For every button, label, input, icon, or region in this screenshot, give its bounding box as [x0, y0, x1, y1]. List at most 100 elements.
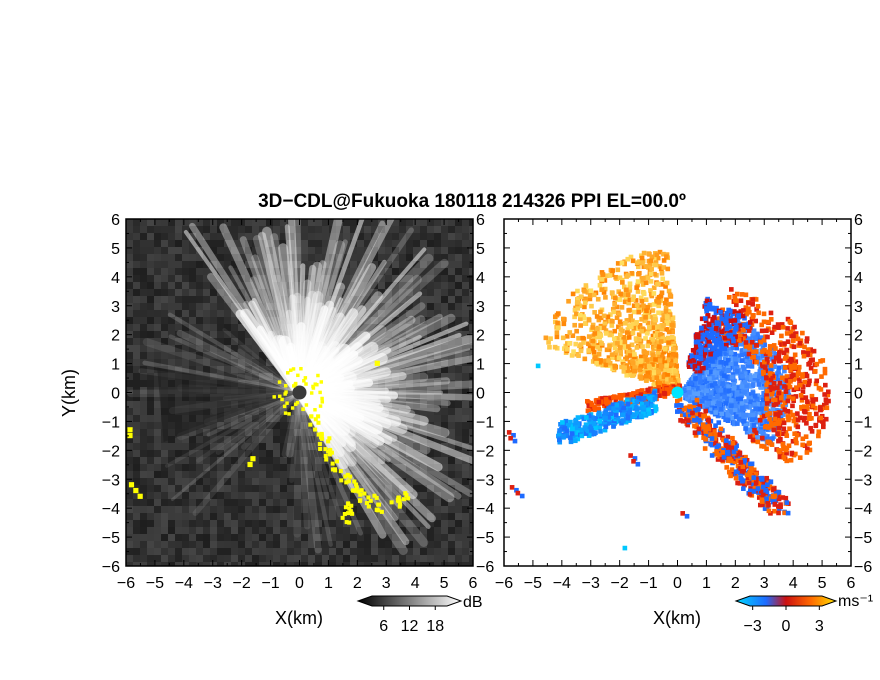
noise-cell	[126, 247, 133, 254]
noise-cell	[322, 499, 329, 506]
noise-cell	[308, 485, 315, 492]
velocity-cell	[648, 271, 654, 277]
velocity-cell	[637, 374, 643, 380]
noise-cell	[315, 534, 322, 541]
velocity-cell	[610, 355, 615, 360]
noise-cell	[392, 471, 399, 478]
noise-cell	[406, 457, 413, 464]
noise-cell	[301, 254, 308, 261]
noise-cell	[469, 219, 473, 226]
noise-cell	[217, 261, 224, 268]
velocity-cell	[754, 331, 760, 337]
noise-cell	[224, 254, 231, 261]
velocity-cell	[651, 372, 657, 378]
velocity-cell	[705, 391, 711, 397]
noise-cell	[287, 219, 294, 226]
noise-cell	[238, 429, 245, 436]
noise-cell	[203, 457, 210, 464]
noise-cell	[455, 296, 462, 303]
noise-cell	[224, 366, 231, 373]
velocity-cell	[662, 346, 668, 352]
noise-cell	[154, 254, 161, 261]
noise-cell	[427, 310, 434, 317]
y-tick-label: 2	[111, 328, 120, 345]
noise-cell	[196, 359, 203, 366]
noise-cell	[294, 247, 301, 254]
noise-cell	[203, 282, 210, 289]
noise-cell	[224, 429, 231, 436]
noise-cell	[126, 394, 133, 401]
noise-cell	[217, 268, 224, 275]
noise-cell	[231, 282, 238, 289]
noise-cell	[252, 366, 259, 373]
noise-cell	[441, 387, 448, 394]
noise-cell	[266, 436, 273, 443]
noise-cell	[441, 436, 448, 443]
y-tick-label: −1	[102, 414, 120, 431]
velocity-cell	[637, 337, 642, 342]
noise-cell	[161, 541, 168, 548]
noise-cell	[329, 555, 336, 562]
noise-cell	[140, 373, 147, 380]
noise-cell	[294, 499, 301, 506]
noise-cell	[329, 268, 336, 275]
noise-cell	[203, 429, 210, 436]
noise-cell	[371, 485, 378, 492]
velocity-cell	[657, 249, 663, 255]
noise-cell	[210, 422, 217, 429]
velocity-cell	[555, 325, 561, 331]
noise-cell	[126, 562, 133, 566]
noise-cell	[210, 338, 217, 345]
noise-cell	[140, 534, 147, 541]
velocity-cell	[670, 354, 675, 360]
saturated-cell	[304, 382, 308, 386]
noise-cell	[448, 541, 455, 548]
noise-cell	[147, 401, 154, 408]
velocity-cell	[600, 272, 606, 277]
noise-cell	[175, 506, 182, 513]
noise-cell	[434, 310, 441, 317]
noise-cell	[224, 436, 231, 443]
saturated-cell	[354, 485, 359, 490]
velocity-cell	[628, 254, 634, 260]
noise-cell	[427, 471, 434, 478]
noise-cell	[469, 520, 473, 527]
noise-cell	[469, 436, 473, 443]
noise-cell	[462, 422, 469, 429]
saturated-cell	[320, 400, 325, 404]
velocity-cell	[762, 436, 768, 442]
echo-ray	[241, 389, 303, 450]
noise-cell	[189, 499, 196, 506]
velocity-cell	[612, 363, 618, 369]
noise-cell	[266, 499, 273, 506]
noise-cell	[378, 506, 385, 513]
noise-cell	[203, 289, 210, 296]
noise-cell	[238, 436, 245, 443]
noise-cell	[175, 562, 182, 566]
velocity-cell	[622, 320, 628, 326]
noise-cell	[378, 338, 385, 345]
noise-cell	[420, 534, 427, 541]
noise-cell	[287, 429, 294, 436]
noise-cell	[147, 478, 154, 485]
velocity-cell	[625, 327, 631, 332]
noise-cell	[140, 401, 147, 408]
noise-cell	[448, 296, 455, 303]
noise-cell	[252, 289, 259, 296]
noise-cell	[469, 324, 473, 331]
noise-cell	[378, 492, 385, 499]
velocity-cell	[742, 351, 748, 357]
velocity-cell	[586, 334, 592, 339]
noise-cell	[294, 471, 301, 478]
noise-cell	[434, 443, 441, 450]
noise-cell	[434, 219, 441, 226]
velocity-cell	[576, 353, 581, 358]
velocity-cell	[637, 367, 643, 373]
noise-cell	[273, 562, 280, 566]
noise-cell	[259, 541, 266, 548]
noise-cell	[357, 331, 364, 338]
noise-cell	[308, 520, 315, 527]
noise-cell	[126, 261, 133, 268]
saturated-cell	[374, 507, 380, 512]
noise-cell	[322, 219, 329, 226]
